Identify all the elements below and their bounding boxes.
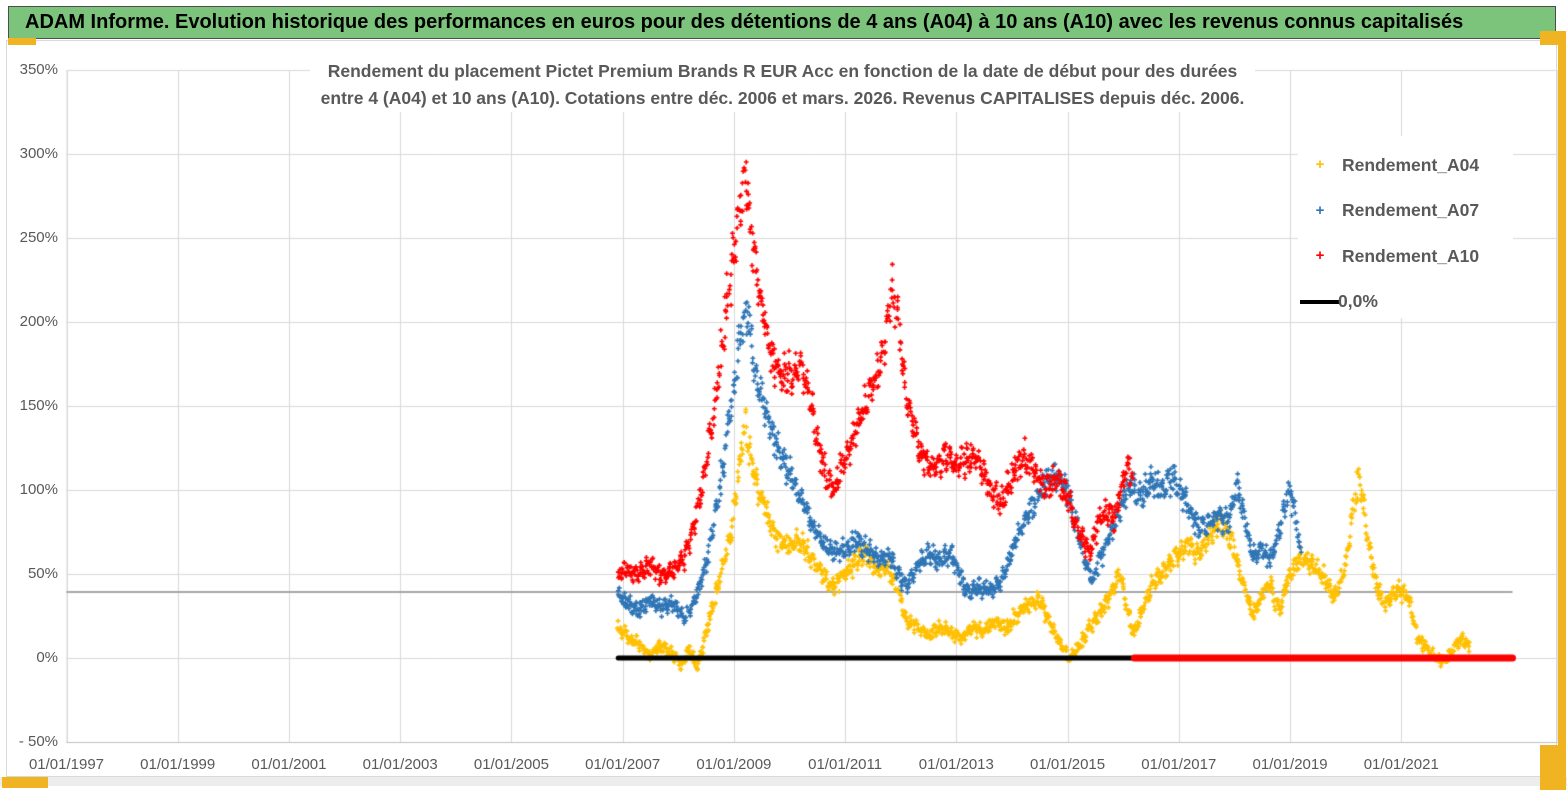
y-tick-label: 300% [19, 145, 58, 162]
legend-item-0-0-[interactable]: 0,0% [1298, 287, 1513, 317]
x-tick-label: 01/01/1997 [28, 756, 105, 773]
x-tick-label: 01/01/2009 [696, 756, 772, 773]
x-tick-label: 01/01/2021 [1363, 756, 1439, 773]
legend-plus-marker-icon: + [1315, 247, 1325, 264]
x-tick-label: 01/01/2019 [1252, 756, 1328, 773]
gold-accent-bottom-right [1540, 745, 1566, 790]
legend: + Rendement_A04 + Rendement_A07 + Rendement_A… [1298, 136, 1513, 318]
x-tick-label: 01/01/2011 [808, 756, 883, 773]
legend-plus-marker-icon: + [1315, 156, 1325, 173]
gold-accent-top-left [8, 38, 36, 45]
y-tick-label: 50% [27, 565, 58, 582]
header-bar: ADAM Informe. Evolution historique des p… [8, 6, 1556, 39]
x-tick-label: 01/01/2013 [918, 756, 994, 773]
chart-title-line2: entre 4 (A04) et 10 ans (A10). Cotations… [320, 88, 1245, 108]
y-tick-label: 0% [36, 649, 58, 666]
sheet-bottom-strip [0, 777, 1567, 786]
header-title: ADAM Informe. Evolution historique des p… [25, 11, 1464, 33]
x-tick-label: 01/01/2001 [251, 756, 327, 773]
legend-label: Rendement_A10 [1342, 245, 1480, 266]
x-tick-label: 01/01/2005 [473, 756, 549, 773]
y-tick-label: - 50% [18, 733, 58, 750]
y-tick-label: 100% [19, 481, 58, 498]
x-tick-label: 01/01/1999 [140, 756, 216, 773]
x-tick-label: 01/01/2007 [585, 756, 661, 773]
chart-title-line1: Rendement du placement Pictet Premium Br… [327, 61, 1238, 81]
legend-label: Rendement_A04 [1342, 154, 1480, 175]
gold-accent-bottom-left [2, 777, 48, 788]
chart-title: Rendement du placement Pictet Premium Br… [310, 58, 1255, 112]
x-tick-label: 01/01/2003 [362, 756, 438, 773]
x-tick-label: 01/01/2017 [1141, 756, 1217, 773]
legend-item-rendement-a10[interactable]: + Rendement_A10 [1298, 241, 1513, 271]
x-tick-label: 01/01/2015 [1030, 756, 1106, 773]
y-tick-label: 250% [19, 229, 58, 246]
legend-item-rendement-a04[interactable]: + Rendement_A04 [1298, 150, 1513, 180]
y-tick-label: 150% [19, 397, 58, 414]
legend-line-marker-icon [1300, 299, 1340, 304]
legend-label: Rendement_A07 [1342, 200, 1480, 220]
legend-label: 0,0% [1338, 291, 1378, 311]
y-tick-label: 350% [19, 61, 58, 78]
legend-plus-marker-icon: + [1315, 201, 1325, 219]
y-tick-label: 200% [19, 313, 58, 330]
legend-item-rendement-a07[interactable]: + Rendement_A07 [1298, 196, 1513, 226]
gold-accent-right-strip [1558, 31, 1566, 790]
